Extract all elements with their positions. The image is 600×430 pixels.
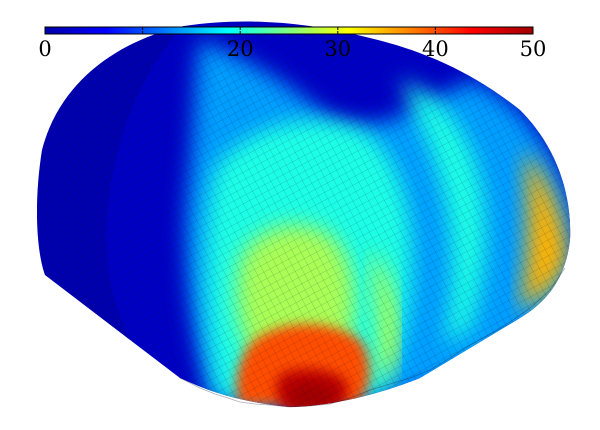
colorbar-ticks: 0 20 30 40 50 (38, 27, 546, 61)
colorbar-tick-label: 0 (38, 37, 51, 61)
colorbar-tick-label: 30 (324, 37, 351, 61)
colorbar-tick-label: 20 (227, 37, 254, 61)
colorbar-tick-label: 40 (422, 37, 449, 61)
colorbar-gradient (44, 26, 534, 35)
colorbar: 0 20 30 40 50 (38, 26, 546, 61)
colorbar-tick-label: 50 (520, 37, 547, 61)
mesh-edge (179, 267, 566, 408)
